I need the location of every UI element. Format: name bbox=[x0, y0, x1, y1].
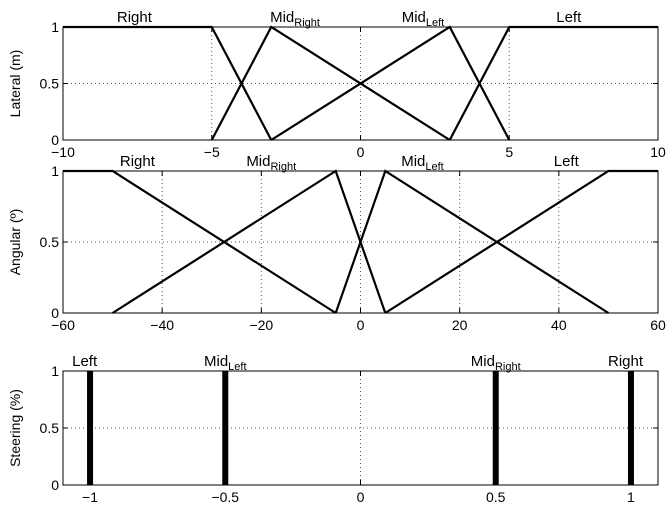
y-tick-label: 1 bbox=[51, 19, 59, 35]
mf-label-midright: MidRight bbox=[270, 9, 320, 29]
y-tick-label: 0 bbox=[51, 132, 59, 148]
mf-label-midleft: MidLeft bbox=[401, 153, 444, 173]
mf-curve-left bbox=[384, 169, 658, 314]
mf-curve-right bbox=[63, 169, 337, 314]
mf-curve-right bbox=[63, 25, 273, 141]
y-tick-label: 0 bbox=[51, 477, 59, 493]
mf-curve-midleft bbox=[334, 169, 610, 314]
x-tick-label: 10 bbox=[650, 144, 666, 160]
x-tick-label: −1 bbox=[82, 489, 98, 505]
mf-label-right: Right bbox=[120, 153, 156, 170]
x-tick-label: 0 bbox=[357, 144, 365, 160]
steering-chart: −1 −0.5 0 0.5 1 0 0.5 1 Steering (%) Left MidLeft M… bbox=[7, 353, 659, 505]
mf-label-left: Left bbox=[556, 9, 582, 26]
x-tick-label: −20 bbox=[249, 317, 273, 333]
y-axis-label: Steering (%) bbox=[7, 389, 23, 467]
x-tick-label: −5 bbox=[204, 144, 220, 160]
x-tick-label: −40 bbox=[150, 317, 174, 333]
x-tick-label: 40 bbox=[551, 317, 567, 333]
mf-label-midleft: MidLeft bbox=[402, 9, 445, 29]
y-axis-label: Angular (º) bbox=[7, 209, 23, 276]
mf-label-left: Left bbox=[72, 353, 98, 370]
mf-curve-left bbox=[448, 25, 658, 141]
mf-label-midright: MidRight bbox=[471, 353, 521, 373]
y-tick-label: 0.5 bbox=[40, 76, 60, 92]
lateral-chart: −10 −5 0 5 10 0 0.5 1 Lateral (m) Right MidRight Mi… bbox=[7, 9, 666, 160]
mf-label-right: Right bbox=[117, 9, 153, 26]
x-tick-label: 20 bbox=[452, 317, 468, 333]
mf-curve-midright bbox=[210, 25, 451, 141]
x-tick-label: 1 bbox=[627, 489, 635, 505]
x-tick-label: −0.5 bbox=[211, 489, 239, 505]
mf-label-left: Left bbox=[554, 153, 580, 170]
y-tick-label: 1 bbox=[51, 163, 59, 179]
mf-label-midleft: MidLeft bbox=[204, 353, 247, 373]
x-tick-label: 5 bbox=[505, 144, 513, 160]
x-tick-label: −10 bbox=[51, 144, 75, 160]
y-tick-label: 0 bbox=[51, 305, 59, 321]
mf-curve-midright bbox=[111, 169, 387, 314]
x-tick-label: 0 bbox=[357, 489, 365, 505]
angular-chart: −60 −40 −20 0 20 40 60 0 0.5 1 Angular (º) Right Mid… bbox=[7, 153, 666, 333]
y-tick-label: 1 bbox=[51, 363, 59, 379]
x-tick-label: 0.5 bbox=[486, 489, 506, 505]
x-tick-label: 0 bbox=[357, 317, 365, 333]
y-tick-label: 0.5 bbox=[40, 420, 60, 436]
x-tick-label: 60 bbox=[650, 317, 666, 333]
y-axis-label: Lateral (m) bbox=[7, 50, 23, 118]
mf-label-right: Right bbox=[608, 353, 644, 370]
mf-label-midright: MidRight bbox=[246, 153, 296, 173]
mf-curve-midleft bbox=[270, 25, 511, 141]
x-tick-label: −60 bbox=[51, 317, 75, 333]
y-tick-label: 0.5 bbox=[40, 234, 60, 250]
